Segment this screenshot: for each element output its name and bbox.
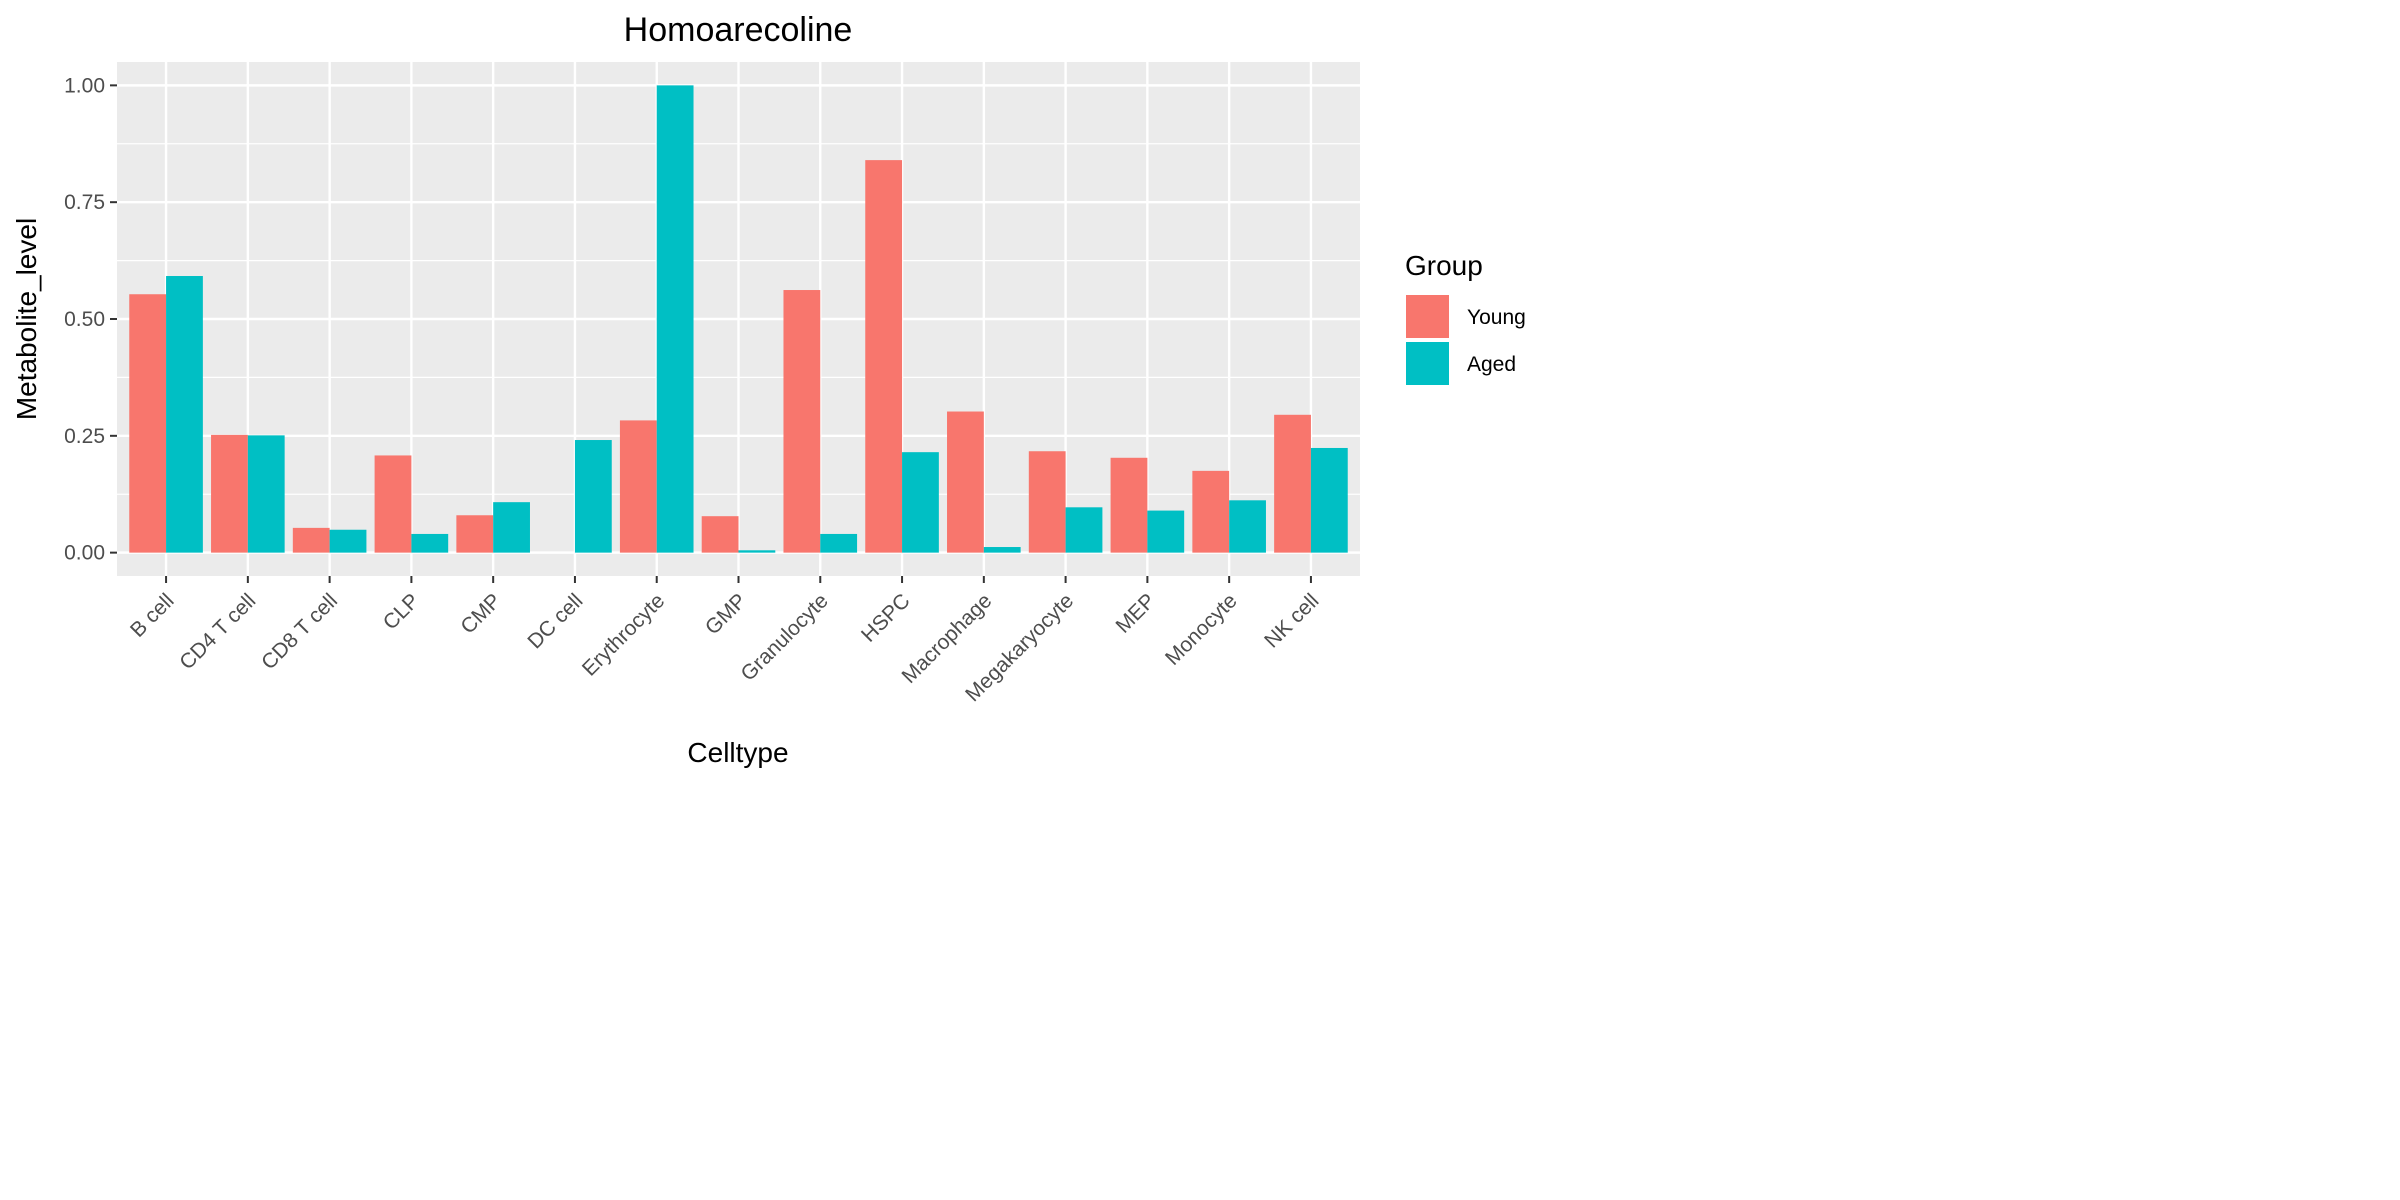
- bar-young: [701, 516, 739, 553]
- bar-young: [1274, 414, 1311, 553]
- x-axis-title: Celltype: [687, 737, 788, 768]
- x-tick-label: HSPC: [857, 589, 915, 647]
- x-tick-label: B cell: [126, 589, 179, 642]
- bar-aged: [411, 533, 449, 553]
- bar-young: [783, 290, 821, 553]
- bar-aged: [738, 550, 776, 553]
- bar-young: [1192, 470, 1230, 553]
- bar-aged: [1310, 447, 1348, 553]
- bar-aged: [166, 276, 203, 553]
- y-tick-label: 0.25: [64, 425, 105, 448]
- x-tick-label: Erythrocyte: [578, 589, 669, 680]
- bar-aged: [902, 452, 939, 553]
- x-tick-label: MEP: [1111, 589, 1159, 637]
- y-axis: 0.00 0.25 0.50 0.75 1.00: [64, 74, 117, 565]
- bar-aged: [656, 85, 694, 553]
- bar-young: [1028, 451, 1066, 553]
- legend-label: Aged: [1467, 353, 1516, 376]
- bars: [129, 85, 1348, 553]
- x-tick-label: Monocyte: [1161, 589, 1242, 670]
- x-tick-label: CLP: [379, 589, 424, 634]
- y-axis-title: Metabolite_level: [11, 218, 42, 420]
- y-tick-label: 0.75: [64, 191, 105, 214]
- x-tick-label: GMP: [701, 589, 751, 639]
- bar-aged: [493, 502, 530, 553]
- bar-young: [129, 294, 167, 553]
- y-tick-label: 1.00: [64, 74, 105, 97]
- bar-young: [1110, 457, 1148, 553]
- bar-aged: [247, 435, 285, 553]
- y-tick-label: 0.50: [64, 308, 105, 331]
- x-tick-label: CMP: [456, 589, 505, 638]
- legend-label: Young: [1467, 306, 1526, 329]
- bar-young: [456, 515, 494, 553]
- bar-young: [374, 455, 412, 553]
- x-tick-label: CD4 T cell: [175, 589, 260, 674]
- chart-root: 0.00 0.25 0.50 0.75 1.00 B cell CD4 T cell CD8…: [0, 0, 1545, 773]
- legend-items: Young Aged: [1406, 295, 1526, 385]
- bar-young: [292, 527, 330, 553]
- bar-young: [947, 411, 984, 553]
- y-tick-label: 0.00: [64, 542, 105, 565]
- legend-title: Group: [1405, 250, 1483, 281]
- bar-young: [619, 420, 657, 553]
- x-tick-label: CD8 T cell: [257, 589, 342, 674]
- bar-aged: [329, 529, 367, 553]
- chart-title: Homoarecoline: [624, 11, 853, 49]
- x-tick-label: NK cell: [1260, 589, 1323, 652]
- legend: Group Young Aged: [1405, 250, 1526, 385]
- bar-aged: [574, 440, 612, 553]
- bar-aged: [983, 547, 1021, 553]
- x-tick-label: DC cell: [523, 589, 587, 653]
- bar-aged: [1229, 500, 1266, 553]
- bar-young: [865, 160, 903, 553]
- bar-aged: [1147, 510, 1185, 553]
- legend-key-young: [1406, 295, 1449, 338]
- x-tick-label: Granulocyte: [736, 589, 832, 685]
- bar-aged: [820, 533, 858, 553]
- bar-aged: [1065, 507, 1103, 553]
- legend-key-aged: [1406, 342, 1449, 385]
- bar-young: [211, 434, 248, 553]
